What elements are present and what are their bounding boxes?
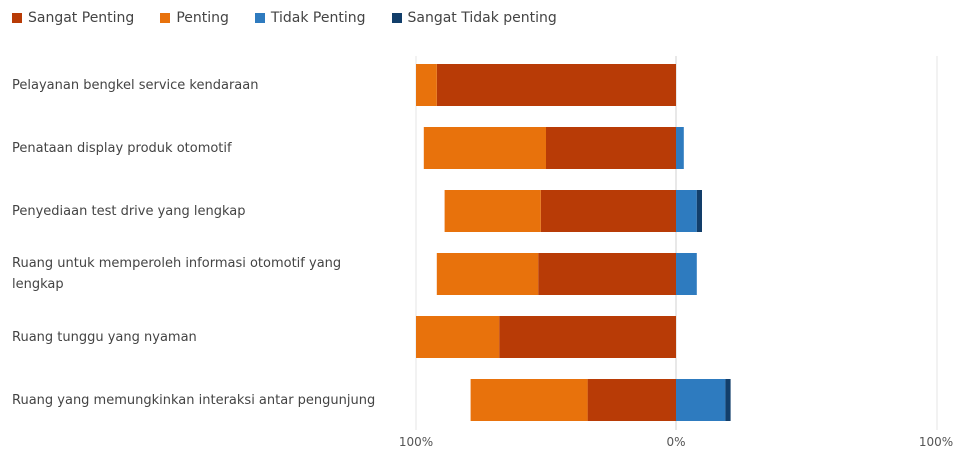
category-label: Penataan display produk otomotif xyxy=(12,140,232,156)
bar-segment xyxy=(676,127,684,169)
bar-segment xyxy=(676,253,697,295)
bar-segment xyxy=(676,190,697,232)
legend-swatch xyxy=(12,13,22,23)
bar-segment xyxy=(416,64,437,106)
x-tick-label: 100% xyxy=(399,435,433,449)
legend-label: Sangat Penting xyxy=(28,10,135,26)
bar-segment xyxy=(436,64,676,106)
bar-segment xyxy=(546,127,676,169)
legend-swatch xyxy=(254,13,265,23)
category-label: Pelayanan bengkel service kendaraan xyxy=(12,77,259,93)
bar-segment xyxy=(470,379,588,421)
legend-item: Sangat Penting xyxy=(12,10,134,26)
bar-segment xyxy=(423,127,546,169)
bar-segment xyxy=(444,190,541,232)
legend-label: Tidak Penting xyxy=(270,10,366,26)
bar-segment xyxy=(540,190,676,232)
x-tick-label: 0% xyxy=(666,435,685,449)
bar-segment xyxy=(436,253,539,295)
legend-label: Sangat Tidak penting xyxy=(407,10,557,26)
bar-segment xyxy=(499,316,676,358)
bar-segment xyxy=(676,379,726,421)
bar-segment xyxy=(538,253,676,295)
legend: Sangat Penting Penting Tidak Penting Sangat… xyxy=(12,8,583,28)
legend-swatch xyxy=(391,13,402,23)
legend-item: Tidak Penting xyxy=(254,10,366,26)
category-label: Ruang tunggu yang nyaman xyxy=(12,329,197,345)
x-tick-label: 100% xyxy=(919,435,953,449)
category-label: Penyediaan test drive yang lengkap xyxy=(12,203,246,219)
category-label: Ruang untuk memperoleh informasi otomoti… xyxy=(12,256,342,292)
bar-segment xyxy=(416,316,500,358)
legend-item: Sangat Tidak penting xyxy=(391,10,557,26)
legend-label: Penting xyxy=(176,10,229,26)
bar-segment xyxy=(725,379,731,421)
legend-item: Penting xyxy=(160,10,229,26)
bar-segment xyxy=(587,379,676,421)
legend-swatch xyxy=(160,13,171,23)
category-label: Ruang yang memungkinkan interaksi antar … xyxy=(12,392,376,408)
bar-segment xyxy=(696,190,702,232)
